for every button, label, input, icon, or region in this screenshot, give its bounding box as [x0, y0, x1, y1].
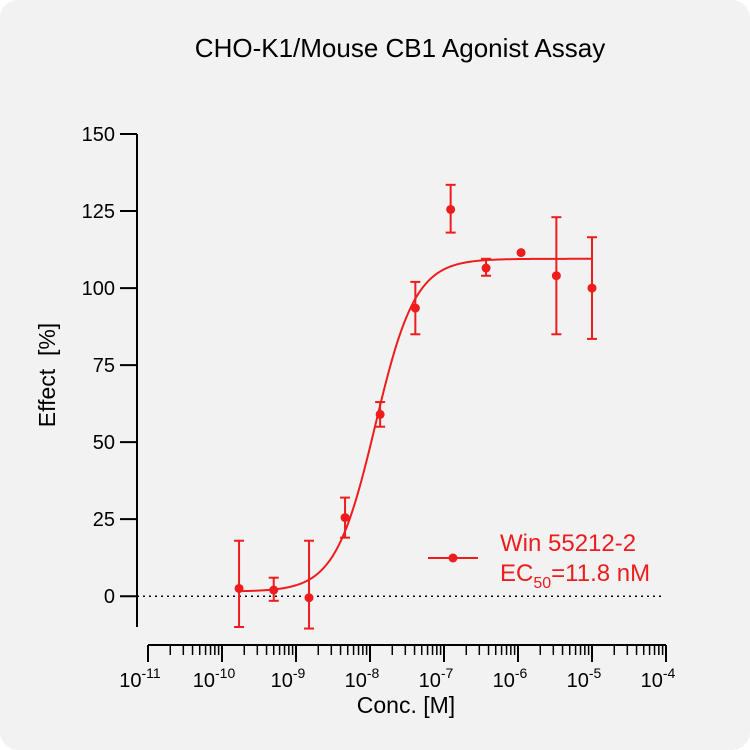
legend-ec50-prefix: EC [500, 560, 533, 587]
chart-title: CHO-K1/Mouse CB1 Agonist Assay [195, 33, 605, 63]
data-point [446, 204, 456, 214]
data-point [587, 283, 597, 293]
x-axis-label: Conc. [M] [357, 692, 455, 718]
legend-ec50: EC50=11.8 nM [500, 560, 650, 592]
data-point [516, 248, 526, 258]
y-axis-label: Effect [%] [34, 323, 60, 427]
x-tick-label: 10-8 [345, 665, 380, 692]
x-tick-label: 10-4 [641, 665, 676, 692]
legend-marker [448, 553, 458, 563]
data-point [269, 585, 279, 595]
y-tick-label: 25 [93, 509, 115, 531]
legend-ec50-subscript: 50 [533, 575, 551, 592]
y-tick-label: 0 [104, 586, 115, 608]
y-tick-label: 50 [93, 432, 115, 454]
data-point [410, 303, 420, 313]
legend-series-label: Win 55212-2 [500, 530, 636, 557]
x-tick-label: 10-10 [193, 665, 236, 692]
data-point [551, 271, 561, 281]
x-tick-label: 10-7 [419, 665, 454, 692]
data-point [234, 583, 244, 593]
data-point [340, 513, 350, 523]
data-points-group [234, 183, 597, 630]
data-point [304, 593, 314, 603]
y-tick-label: 75 [93, 355, 115, 377]
data-point [375, 409, 385, 419]
x-tick-label: 10-5 [567, 665, 602, 692]
legend: Win 55212-2 EC50=11.8 nM [428, 530, 650, 592]
y-tick-label: 125 [82, 201, 115, 223]
x-tick-label: 10-6 [493, 665, 528, 692]
axes: 0 25 50 75 100 125 150 10-11 10-10 10-9 10-8 10-7 10… [82, 124, 676, 692]
x-tick-label: 10-9 [271, 665, 306, 692]
data-point [481, 263, 491, 273]
x-tick-label: 10-11 [119, 665, 161, 692]
y-tick-label: 100 [82, 278, 115, 300]
legend-ec50-value: =11.8 nM [551, 560, 650, 587]
y-tick-label: 150 [82, 124, 115, 146]
